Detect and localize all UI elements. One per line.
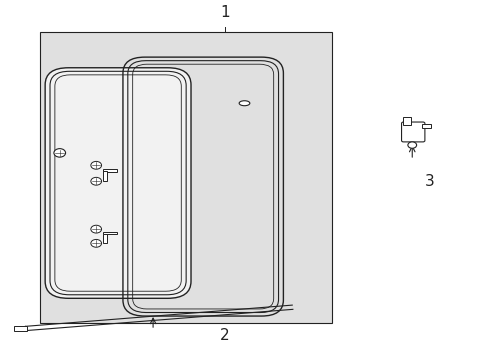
Circle shape	[407, 142, 416, 148]
Text: 3: 3	[424, 174, 433, 189]
Circle shape	[91, 161, 102, 169]
Circle shape	[54, 149, 65, 157]
FancyBboxPatch shape	[45, 68, 191, 298]
Bar	[103, 169, 117, 172]
Bar	[14, 326, 27, 331]
Ellipse shape	[239, 101, 249, 106]
Bar	[103, 171, 107, 181]
Bar	[40, 32, 331, 323]
Bar	[403, 117, 410, 125]
Circle shape	[91, 177, 102, 185]
Bar	[421, 124, 430, 128]
Circle shape	[91, 225, 102, 233]
Bar	[103, 234, 107, 243]
FancyBboxPatch shape	[401, 122, 424, 142]
Text: 2: 2	[220, 328, 229, 343]
Text: 1: 1	[220, 5, 229, 20]
Bar	[103, 231, 117, 234]
Circle shape	[91, 239, 102, 247]
